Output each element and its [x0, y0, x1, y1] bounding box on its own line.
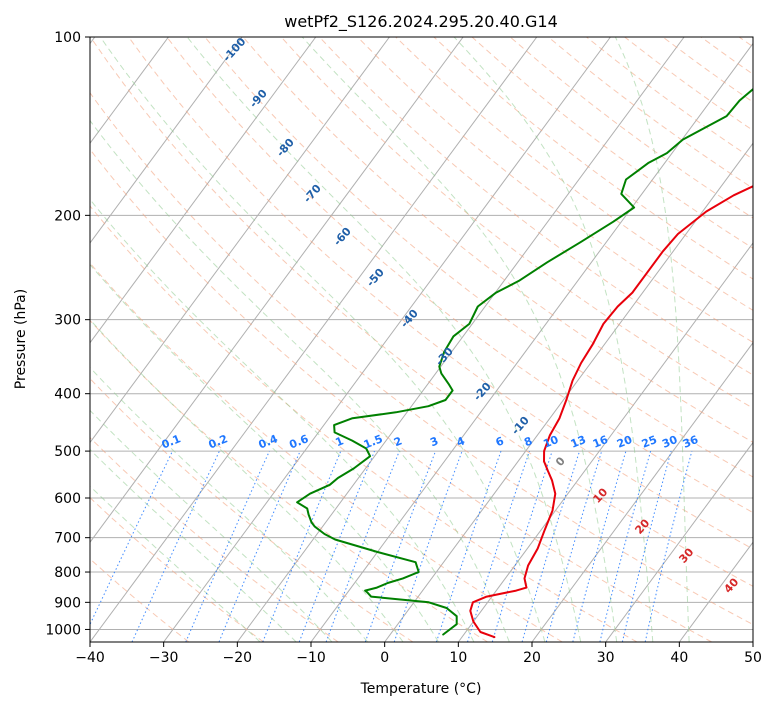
plot-frame: [89, 36, 754, 643]
mixing-ratio-line: [393, 450, 463, 642]
mixing-ratio-label: 13: [569, 433, 588, 451]
mixing-ratio-line: [545, 450, 603, 642]
dry-adiabat-line: [128, 37, 753, 550]
mixing-ratio-line: [298, 450, 375, 642]
x-tick-label: 40: [670, 650, 688, 666]
moist-adiabat-line: [301, 37, 618, 642]
moist-adiabat-line: [90, 198, 475, 642]
mixing-ratio-line: [467, 450, 530, 642]
dry-adiabat-line: [319, 37, 753, 376]
x-tick-label: 20: [523, 650, 541, 666]
mixing-ratio-line: [491, 450, 553, 642]
x-tick-label: −20: [223, 650, 253, 666]
mixing-ratio-label: 36: [681, 433, 700, 451]
isotherm-line: [531, 341, 753, 642]
x-axis-label: Temperature (°C): [360, 681, 482, 697]
moist-adiabat-line: [90, 448, 297, 642]
axis-ticks: −40 −30 −20 −10 0 10 20 30 40 50 1000 900 800 700 600 5…: [45, 30, 762, 666]
isotherm-line: [310, 42, 753, 642]
moist-adiabat-line: [99, 37, 546, 642]
x-tick-label: 0: [380, 650, 389, 666]
mixing-ratio-label: 25: [640, 433, 659, 451]
y-tick-label: 300: [54, 313, 81, 329]
isotherm-line: [457, 242, 753, 642]
series-layer: [296, 87, 753, 639]
moist-adiabat-line: [90, 485, 261, 642]
dry-adiabat-line: [90, 37, 753, 587]
y-tick-label: 800: [54, 565, 81, 581]
mixing-ratio-line: [599, 450, 652, 642]
isotherm-line: [163, 37, 611, 642]
mixing-ratio-line: [621, 450, 672, 642]
mixing-ratio-line: [262, 450, 342, 642]
y-tick-label: 100: [54, 30, 81, 46]
mixing-ratio-label: 10: [541, 433, 560, 451]
x-tick-label: 10: [449, 650, 467, 666]
dry-adiabat-line: [90, 377, 414, 642]
chart-title: wetPf2_S126.2024.295.20.40.G14: [284, 12, 558, 32]
dry-adiabat-line: [90, 91, 753, 626]
mixing-ratio-line: [572, 450, 627, 642]
isotherm-line: [236, 37, 685, 642]
plot-area: [90, 37, 753, 642]
x-tick-label: −40: [75, 650, 105, 666]
isotherm-line: [90, 37, 390, 444]
y-tick-label: 500: [54, 444, 81, 460]
x-tick-label: −30: [149, 650, 179, 666]
isotherm-line: [605, 441, 753, 642]
isotherm-line: [384, 142, 753, 642]
moist-adiabat-line: [614, 37, 690, 642]
background-lines: [90, 37, 753, 642]
y-tick-label: 400: [54, 387, 81, 403]
mixing-ratio-line: [644, 450, 693, 642]
isotherm-line: [90, 37, 243, 244]
dewpoint-profile-line: [296, 87, 753, 636]
y-tick-label: 1000: [45, 622, 81, 638]
y-tick-label: 700: [54, 531, 81, 547]
moist-adiabat-line: [90, 366, 368, 642]
mixing-ratio-line: [521, 450, 581, 642]
isotherm-line: [90, 37, 538, 642]
temperature-profile-line: [469, 185, 753, 639]
moist-adiabat-line: [453, 37, 654, 642]
mixing-ratio-line: [325, 450, 400, 642]
mixing-ratio-label: 30: [660, 433, 679, 451]
mixing-ratio-label: 3: [428, 434, 440, 449]
mixing-ratio-label: 16: [591, 433, 610, 451]
mixing-ratio-line: [218, 450, 301, 642]
isotherm-line: [90, 37, 169, 145]
mixing-ratio-line: [185, 450, 270, 642]
isotherm-line: [90, 37, 317, 344]
dry-adiabat-line: [90, 262, 563, 642]
mixing-ratio-line: [364, 450, 436, 642]
dry-adiabat-line: [166, 37, 753, 514]
dry-adiabat-line: [90, 205, 638, 642]
dry-adiabat-line: [357, 37, 753, 343]
y-tick-label: 900: [54, 595, 81, 611]
mixing-ratio-label: 2: [392, 434, 404, 449]
moist-adiabat-line: [90, 409, 333, 642]
moist-adiabat-line: [186, 37, 582, 642]
y-tick-label: 600: [54, 491, 81, 507]
x-tick-label: 50: [744, 650, 762, 666]
dry-adiabat-line: [395, 37, 753, 311]
mixing-ratio-label: 20: [615, 433, 634, 451]
dry-adiabat-line: [90, 148, 712, 642]
y-tick-label: 200: [54, 208, 81, 224]
moist-adiabat-line: [90, 119, 510, 642]
x-tick-label: 30: [597, 650, 615, 666]
mixing-ratio-label: 8: [522, 434, 534, 449]
isotherm-line: [90, 37, 464, 544]
dry-adiabat-line: [280, 37, 753, 409]
moist-adiabat-line: [90, 318, 404, 642]
y-axis-label: Pressure (hPa): [13, 289, 29, 389]
mixing-ratio-label: 1: [334, 434, 346, 449]
mixing-ratio-line: [435, 450, 502, 642]
x-tick-label: −10: [296, 650, 326, 666]
